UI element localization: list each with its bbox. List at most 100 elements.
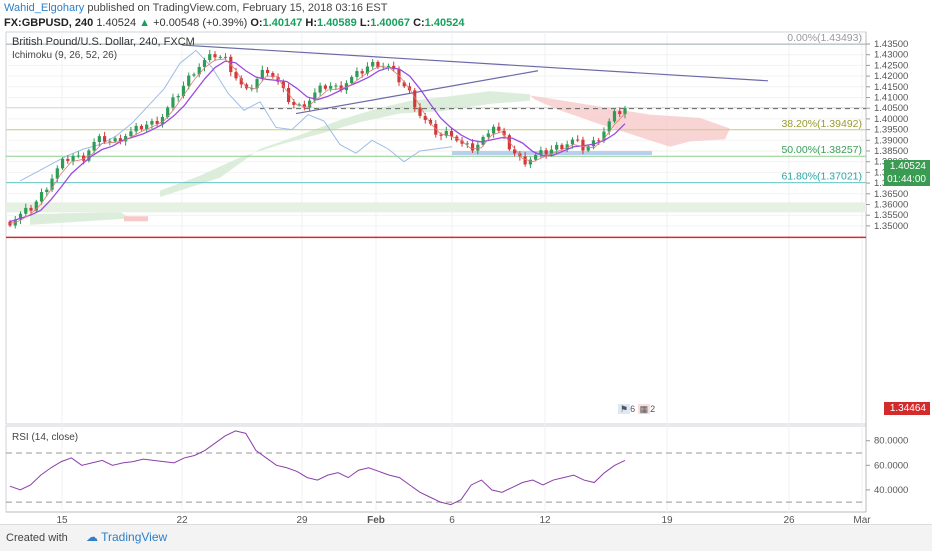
events-markers[interactable]: ⚑ 6 ▦ 2 <box>618 404 655 415</box>
ichimoku-cloud-green <box>160 91 530 198</box>
candle-body <box>281 81 285 88</box>
rsi-line <box>9 430 626 506</box>
candle-body <box>187 75 191 86</box>
x-tick-label: Feb <box>367 515 385 524</box>
candle-body <box>239 78 243 85</box>
candle-body <box>386 65 391 67</box>
candle-body <box>302 104 306 108</box>
candle-body <box>208 54 212 61</box>
candle-body <box>323 85 327 89</box>
candle-body <box>71 155 75 161</box>
candle-body <box>602 131 606 141</box>
candle-body <box>24 207 28 214</box>
y-tick-label: 1.43500 <box>874 39 908 50</box>
candle-body <box>371 62 375 67</box>
candle-body <box>260 69 264 80</box>
tradingview-logo[interactable]: ☁ TradingView <box>86 530 167 544</box>
candle-body <box>413 90 417 108</box>
candle-body <box>481 136 485 145</box>
candle-body <box>586 146 590 151</box>
candle-body <box>66 158 70 161</box>
ichimoku-legend: Ichimoku (9, 26, 52, 26) <box>12 50 118 61</box>
candle-body <box>623 108 627 115</box>
candle-body <box>55 168 59 179</box>
candle-body <box>97 136 101 142</box>
candle-body <box>18 213 23 220</box>
x-tick-label: 19 <box>661 515 673 524</box>
candle-body <box>502 130 506 136</box>
descending-trendline <box>181 44 769 82</box>
candle-body <box>591 140 596 147</box>
candle-body <box>565 144 569 150</box>
support-badge: 1.34464 <box>884 402 930 415</box>
candle-body <box>576 139 580 141</box>
candle-body <box>129 131 133 137</box>
last-price-badge: 1.40524 <box>884 160 930 173</box>
event-count-2: 2 <box>650 404 656 414</box>
event-flag-icon: ⚑ <box>618 404 631 414</box>
candle-body <box>476 144 480 151</box>
candle-body <box>460 140 464 144</box>
chikou-span <box>19 49 453 182</box>
candle-body <box>34 201 38 211</box>
candle-body <box>145 124 149 130</box>
candle-body <box>60 158 65 169</box>
candle-body <box>213 54 217 58</box>
candle-body <box>108 141 112 143</box>
candle-body <box>428 119 433 124</box>
candle-body <box>365 66 370 74</box>
candle-body <box>160 117 165 124</box>
price-chart-svg[interactable]: 15 22 29 Feb 6 12 19 26 Mar1.435001.430001.42500… <box>0 0 932 524</box>
candle-body <box>597 140 601 142</box>
candle-body <box>444 131 448 136</box>
candle-body <box>607 121 611 132</box>
y-tick-label: 1.39500 <box>874 125 908 136</box>
tenkan-sen-line <box>9 58 626 225</box>
candle-body <box>13 219 17 226</box>
y-tick-label: 1.38500 <box>874 146 908 157</box>
candle-body <box>103 136 107 142</box>
candle-body <box>81 155 86 161</box>
event-count-1: 6 <box>630 404 636 414</box>
fib-level-label: 50.00%(1.38257) <box>781 144 862 156</box>
x-tick-label: 6 <box>449 515 455 524</box>
cloud-logo-icon: ☁ <box>86 530 98 544</box>
countdown-badge: 01:44:00 <box>884 173 930 186</box>
high-label: H: <box>305 17 318 29</box>
y-tick-label: 1.41000 <box>874 93 908 104</box>
candle-body <box>329 85 333 89</box>
candle-body <box>234 72 238 79</box>
published-text: published on TradingView.com, February 1… <box>87 2 388 14</box>
fib-level-label: 38.20%(1.39492) <box>781 118 862 130</box>
candle-body <box>376 62 380 68</box>
candle-body <box>45 189 49 193</box>
candle-body <box>118 138 122 142</box>
rsi-tick-label: 40.0000 <box>874 485 908 496</box>
close-value: 1.40524 <box>424 17 465 29</box>
candle-body <box>171 97 175 108</box>
candle-body <box>192 74 196 76</box>
candle-body <box>181 85 186 97</box>
x-tick-label: 22 <box>176 515 188 524</box>
candle-body <box>223 56 228 58</box>
author-link[interactable]: Wahid_Elgohary <box>4 2 85 14</box>
high-value: 1.40589 <box>317 17 357 29</box>
ichimoku-cloud-green-early <box>30 211 130 225</box>
candle-body <box>265 69 270 74</box>
candle-body <box>139 125 144 130</box>
ichimoku-cloud-red-early <box>124 216 148 222</box>
candle-body <box>539 150 543 155</box>
candle-body <box>513 149 517 154</box>
candle-body <box>423 115 427 120</box>
up-arrow-icon: ▲ <box>139 17 151 29</box>
y-tick-label: 1.41500 <box>874 82 908 93</box>
candle-body <box>297 104 301 106</box>
rsi-tick-label: 80.0000 <box>874 436 908 447</box>
candle-body <box>544 150 548 155</box>
price-pane-title: British Pound/U.S. Dollar, 240, FXCM <box>12 36 195 48</box>
open-value: 1.40147 <box>262 17 303 29</box>
candle-body <box>76 155 80 157</box>
candle-body <box>308 100 312 108</box>
low-label: L: <box>359 17 371 29</box>
